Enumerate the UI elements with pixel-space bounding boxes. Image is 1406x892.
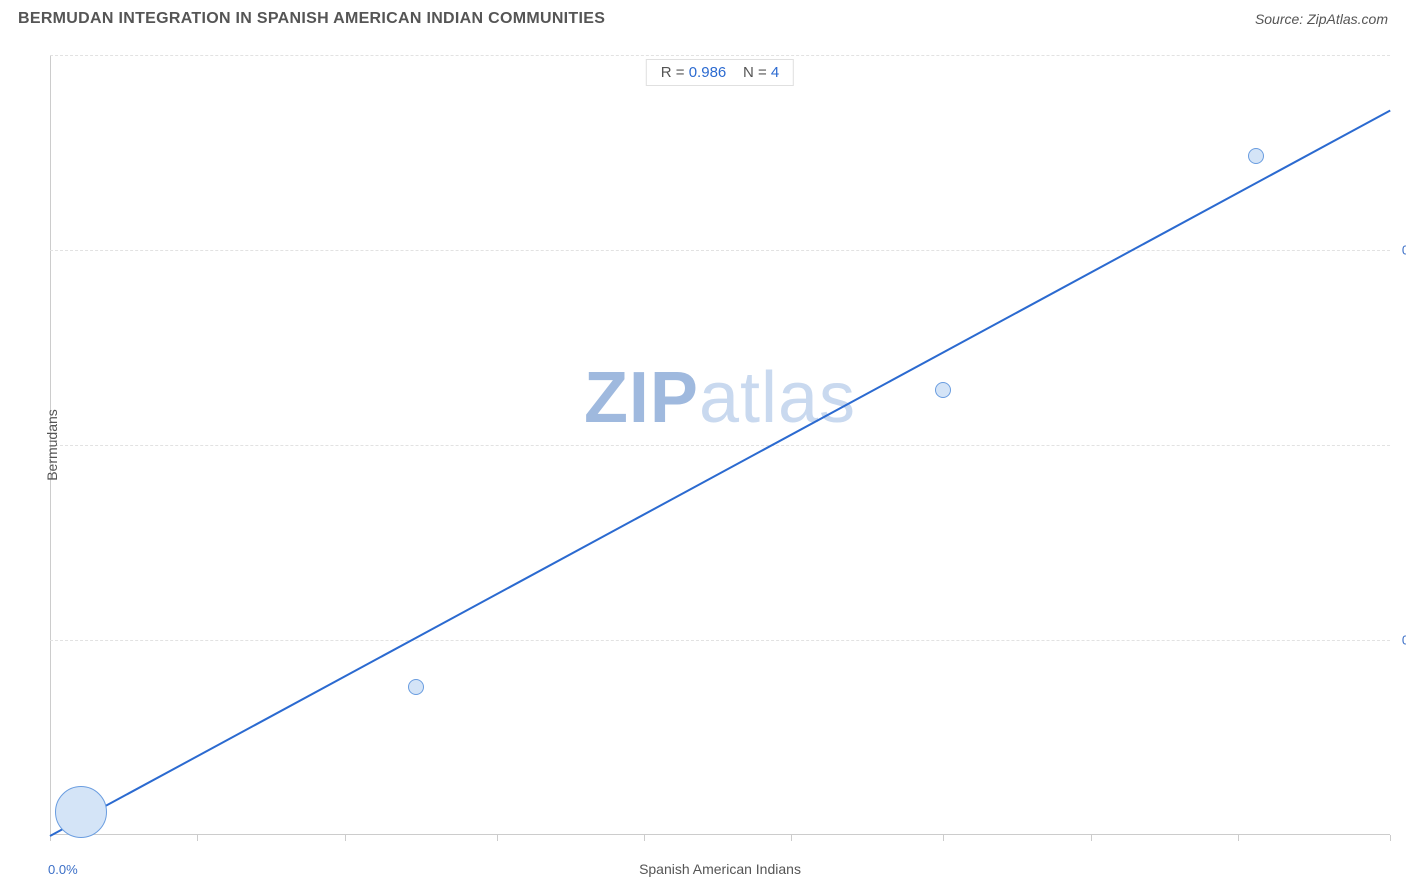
- x-tick: [497, 835, 498, 841]
- watermark-zip: ZIP: [584, 358, 699, 438]
- x-min-label: 0.0%: [48, 862, 78, 877]
- x-tick: [1238, 835, 1239, 841]
- x-tick: [943, 835, 944, 841]
- gridline: [50, 250, 1390, 251]
- r-value: 0.986: [689, 64, 727, 81]
- y-axis-label: Bermudans: [44, 409, 60, 481]
- data-point: [1248, 148, 1264, 164]
- regression-line: [50, 110, 1391, 837]
- watermark-atlas: atlas: [699, 358, 856, 438]
- gridline: [50, 55, 1390, 56]
- y-tick-label: 0.075%: [1402, 243, 1406, 258]
- r-label: R =: [661, 64, 685, 81]
- x-tick: [791, 835, 792, 841]
- watermark-text: ZIPatlas: [584, 357, 856, 439]
- n-value: 4: [771, 64, 779, 81]
- page-title: BERMUDAN INTEGRATION IN SPANISH AMERICAN…: [18, 10, 605, 28]
- x-tick: [644, 835, 645, 841]
- gridline: [50, 445, 1390, 446]
- x-axis-line: [50, 834, 1390, 835]
- gridline: [50, 640, 1390, 641]
- x-tick: [345, 835, 346, 841]
- data-point: [935, 382, 951, 398]
- n-label: N =: [743, 64, 767, 81]
- source-label: Source: ZipAtlas.com: [1255, 11, 1388, 27]
- header: BERMUDAN INTEGRATION IN SPANISH AMERICAN…: [0, 0, 1406, 36]
- scatter-chart: ZIPatlas R = 0.986 N = 4 0.025%0.05%0.07…: [50, 55, 1390, 835]
- x-tick: [197, 835, 198, 841]
- y-tick-label: 0.025%: [1402, 633, 1406, 648]
- stats-box: R = 0.986 N = 4: [646, 59, 794, 86]
- x-tick: [1390, 835, 1391, 841]
- x-tick: [1091, 835, 1092, 841]
- data-point: [55, 786, 107, 838]
- x-axis-label: Spanish American Indians: [639, 861, 801, 877]
- data-point: [408, 679, 424, 695]
